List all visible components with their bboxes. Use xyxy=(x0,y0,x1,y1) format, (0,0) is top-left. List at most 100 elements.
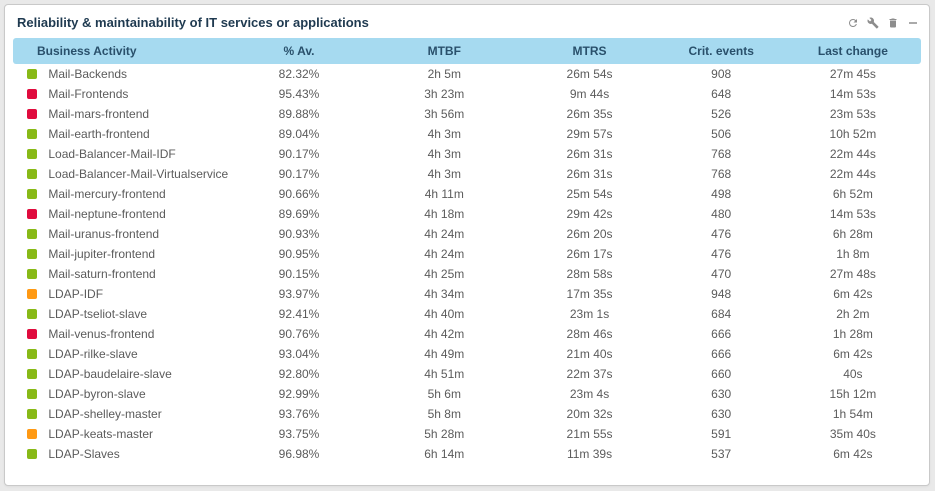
availability-value: 92.41% xyxy=(278,307,320,321)
crit-events-value: 648 xyxy=(711,87,732,101)
crit-events-value: 526 xyxy=(711,107,732,121)
mtrs-value: 22m 37s xyxy=(566,367,613,381)
status-indicator xyxy=(27,289,37,299)
crit-events-value: 630 xyxy=(711,407,732,421)
mtrs-value: 11m 39s xyxy=(566,447,613,461)
table-row[interactable]: Mail-Backends 82.32% 2h 5m 26m 54s 908 2… xyxy=(13,64,921,84)
crit-events-value: 666 xyxy=(711,327,732,341)
business-activity-cell: Mail-Frontends xyxy=(13,84,231,104)
mtrs-value: 26m 31s xyxy=(566,167,613,181)
mtrs-value: 21m 40s xyxy=(566,347,613,361)
status-indicator xyxy=(27,109,37,119)
column-header-availability[interactable]: % Av. xyxy=(230,38,368,64)
table-row[interactable]: LDAP-byron-slave 92.99% 5h 6m 23m 4s 630… xyxy=(13,384,921,404)
business-activity-name: LDAP-Slaves xyxy=(48,447,120,461)
mtbf-value: 4h 3m xyxy=(427,147,461,161)
table-row[interactable]: LDAP-rilke-slave 93.04% 4h 49m 21m 40s 6… xyxy=(13,344,921,364)
table-row[interactable]: LDAP-baudelaire-slave 92.80% 4h 51m 22m … xyxy=(13,364,921,384)
business-activity-cell: Mail-venus-frontend xyxy=(13,324,231,344)
availability-value: 90.95% xyxy=(278,247,320,261)
last-change-value: 6h 28m xyxy=(832,227,873,241)
availability-value: 92.99% xyxy=(278,387,320,401)
configure-button[interactable] xyxy=(866,16,879,29)
table-row[interactable]: Mail-saturn-frontend 90.15% 4h 25m 28m 5… xyxy=(13,264,921,284)
column-header-business-activity[interactable]: Business Activity xyxy=(13,38,231,64)
mtrs-value: 26m 54s xyxy=(566,67,613,81)
table-row[interactable]: Mail-earth-frontend 89.04% 4h 3m 29m 57s… xyxy=(13,124,921,144)
minimize-icon xyxy=(908,21,917,24)
availability-value: 96.98% xyxy=(278,447,320,461)
table-row[interactable]: Mail-mercury-frontend 90.66% 4h 11m 25m … xyxy=(13,184,921,204)
table-row[interactable]: Mail-venus-frontend 90.76% 4h 42m 28m 46… xyxy=(13,324,921,344)
business-activity-name: Mail-neptune-frontend xyxy=(48,207,166,221)
header-row: Business Activity % Av. MTBF MTRS Crit. … xyxy=(13,38,921,64)
table-row[interactable]: LDAP-IDF 93.97% 4h 34m 17m 35s 948 6m 42… xyxy=(13,284,921,304)
crit-events-value: 498 xyxy=(711,187,732,201)
crit-events-value: 470 xyxy=(711,267,732,281)
widget-header: Reliability & maintainability of IT serv… xyxy=(5,5,929,38)
table-row[interactable]: Mail-mars-frontend 89.88% 3h 56m 26m 35s… xyxy=(13,104,921,124)
mtbf-value: 5h 8m xyxy=(427,407,461,421)
status-indicator xyxy=(27,129,37,139)
mtbf-value: 4h 40m xyxy=(424,307,465,321)
crit-events-value: 630 xyxy=(711,387,732,401)
business-activity-cell: Load-Balancer-Mail-Virtualservice xyxy=(13,164,231,184)
last-change-value: 1h 54m xyxy=(832,407,873,421)
mtrs-value: 28m 58s xyxy=(566,267,613,281)
last-change-value: 10h 52m xyxy=(829,127,877,141)
last-change-value: 6h 52m xyxy=(832,187,873,201)
business-activity-name: Mail-venus-frontend xyxy=(48,327,155,341)
availability-value: 90.17% xyxy=(278,147,320,161)
delete-button[interactable] xyxy=(886,16,899,29)
column-header-last-change[interactable]: Last change xyxy=(784,38,921,64)
crit-events-value: 591 xyxy=(711,427,732,441)
table-row[interactable]: Load-Balancer-Mail-Virtualservice 90.17%… xyxy=(13,164,921,184)
status-indicator xyxy=(27,249,37,259)
table-row[interactable]: LDAP-keats-master 93.75% 5h 28m 21m 55s … xyxy=(13,424,921,444)
last-change-value: 27m 45s xyxy=(829,67,876,81)
widget-toolbar xyxy=(846,16,919,29)
status-indicator xyxy=(27,369,37,379)
last-change-value: 6m 42s xyxy=(833,287,873,301)
collapse-button[interactable] xyxy=(906,16,919,29)
mtrs-value: 29m 42s xyxy=(566,207,613,221)
availability-value: 93.04% xyxy=(278,347,320,361)
business-activity-cell: Mail-earth-frontend xyxy=(13,124,231,144)
status-indicator xyxy=(27,409,37,419)
status-indicator xyxy=(27,429,37,439)
crit-events-value: 908 xyxy=(711,67,732,81)
column-header-mtbf[interactable]: MTBF xyxy=(367,38,522,64)
refresh-button[interactable] xyxy=(846,16,859,29)
table-row[interactable]: Mail-neptune-frontend 89.69% 4h 18m 29m … xyxy=(13,204,921,224)
last-change-value: 40s xyxy=(843,367,863,381)
table-row[interactable]: LDAP-shelley-master 93.76% 5h 8m 20m 32s… xyxy=(13,404,921,424)
business-activity-cell: Mail-neptune-frontend xyxy=(13,204,231,224)
crit-events-value: 948 xyxy=(711,287,732,301)
table-row[interactable]: LDAP-tseliot-slave 92.41% 4h 40m 23m 1s … xyxy=(13,304,921,324)
mtrs-value: 17m 35s xyxy=(566,287,613,301)
crit-events-value: 480 xyxy=(711,207,732,221)
crit-events-value: 768 xyxy=(711,167,732,181)
column-header-crit-events[interactable]: Crit. events xyxy=(657,38,785,64)
crit-events-value: 660 xyxy=(711,367,732,381)
last-change-value: 22m 44s xyxy=(829,147,876,161)
status-indicator xyxy=(27,449,37,459)
table-row[interactable]: Mail-Frontends 95.43% 3h 23m 9m 44s 648 … xyxy=(13,84,921,104)
table-row[interactable]: Mail-jupiter-frontend 90.95% 4h 24m 26m … xyxy=(13,244,921,264)
business-activity-name: LDAP-rilke-slave xyxy=(48,347,138,361)
status-indicator xyxy=(27,229,37,239)
last-change-value: 23m 53s xyxy=(829,107,876,121)
availability-value: 93.97% xyxy=(278,287,320,301)
table-row[interactable]: LDAP-Slaves 96.98% 6h 14m 11m 39s 537 6m… xyxy=(13,444,921,464)
table-row[interactable]: Mail-uranus-frontend 90.93% 4h 24m 26m 2… xyxy=(13,224,921,244)
table-row[interactable]: Load-Balancer-Mail-IDF 90.17% 4h 3m 26m … xyxy=(13,144,921,164)
last-change-value: 6m 42s xyxy=(833,347,873,361)
status-indicator xyxy=(27,309,37,319)
mtrs-value: 23m 4s xyxy=(569,387,610,401)
mtrs-value: 26m 20s xyxy=(566,227,613,241)
mtbf-value: 5h 6m xyxy=(427,387,461,401)
availability-value: 90.15% xyxy=(278,267,320,281)
business-activity-name: Mail-mars-frontend xyxy=(48,107,150,121)
last-change-value: 6m 42s xyxy=(833,447,873,461)
column-header-mtrs[interactable]: MTRS xyxy=(521,38,658,64)
